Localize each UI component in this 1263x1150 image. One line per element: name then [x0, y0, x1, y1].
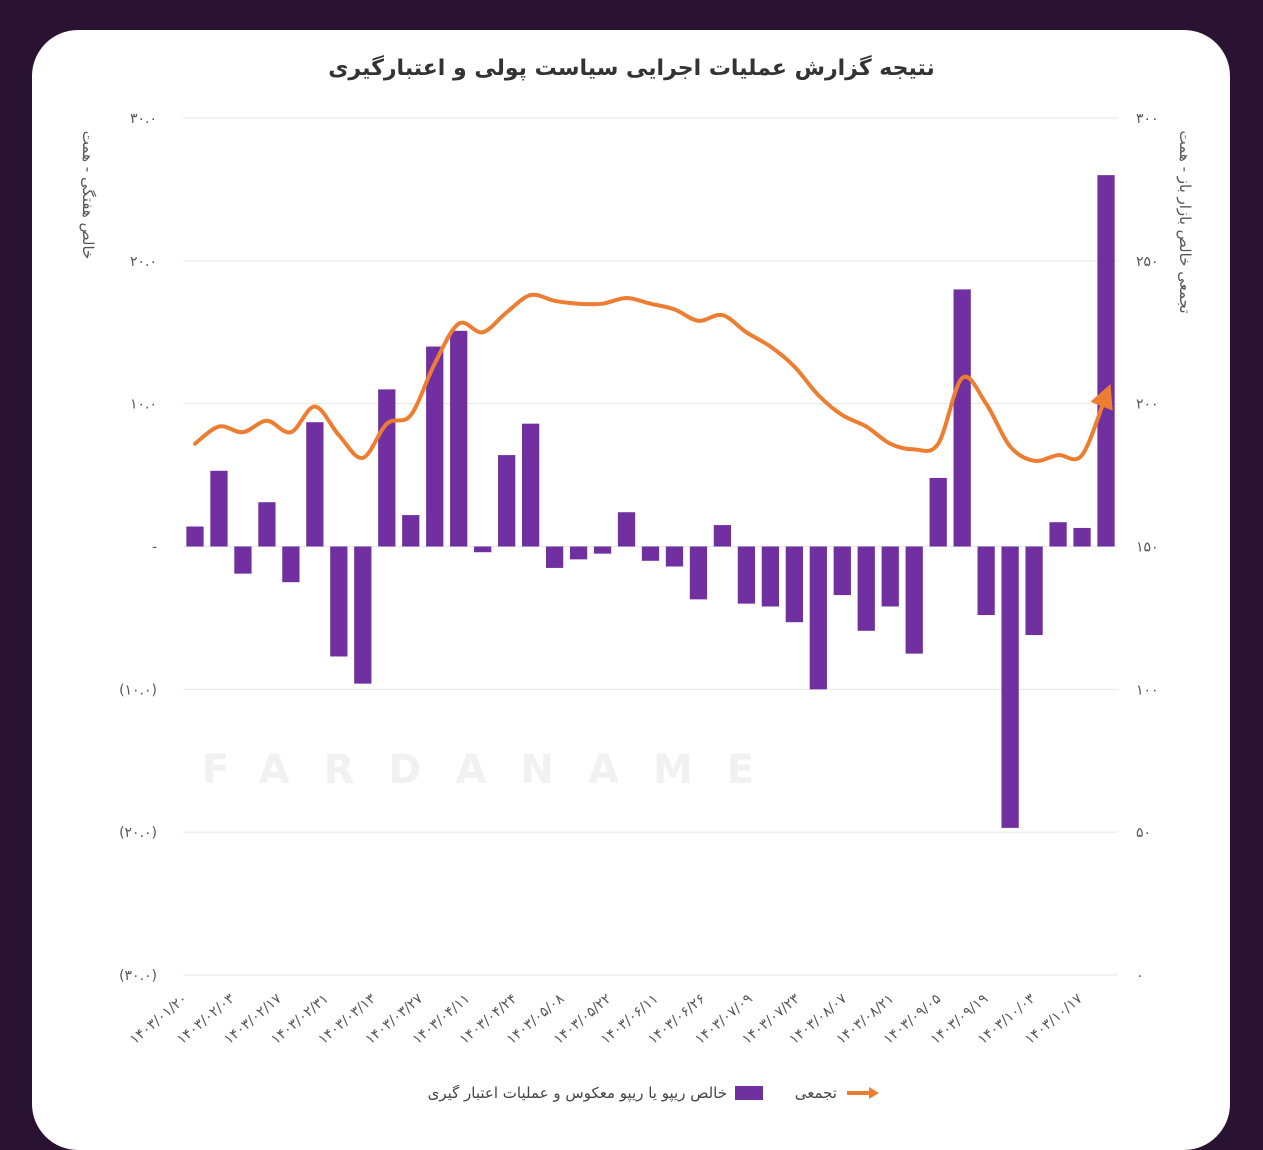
right-axis-title: تجمعی خالص بازار باز - همت [1176, 130, 1194, 313]
left-axis-title: خالص هفتگی - همت [79, 131, 97, 260]
bar [689, 546, 708, 600]
legend-item-cumulative: تجمعی [795, 1084, 881, 1102]
right-tick-label: ۵۰ [1136, 825, 1151, 841]
bar [258, 502, 276, 547]
bar [737, 546, 756, 604]
bar [330, 546, 348, 657]
bar [186, 526, 204, 547]
bar [1049, 522, 1067, 547]
bar [617, 512, 636, 547]
right-axis: ۳۰۰ ۲۵۰ ۲۰۰ ۱۵۰ ۱۰۰ ۵۰ ۰ [1136, 111, 1159, 984]
left-tick-label: (۱۰.۰) [119, 682, 157, 698]
bar [833, 546, 851, 596]
left-axis: ۳۰.۰ ۲۰.۰ ۱۰.۰ - (۱۰.۰) (۲۰.۰) (۳۰.۰) [119, 111, 157, 984]
bar [474, 546, 492, 553]
bar [498, 455, 516, 547]
x-axis: ۱۴۰۳/۰۱/۲۰۱۴۰۳/۰۲/۰۳۱۴۰۳/۰۲/۱۷۱۴۰۳/۰۲/۳۱… [127, 991, 1086, 1048]
orange-arrow-icon [847, 1087, 879, 1099]
left-tick-label: (۲۰.۰) [119, 825, 157, 841]
line-series [193, 292, 1113, 463]
bar [809, 546, 827, 690]
bar [426, 346, 444, 547]
bar [210, 470, 228, 547]
bar [545, 546, 564, 568]
bar [1097, 175, 1115, 547]
bar [569, 546, 588, 560]
bar [1001, 546, 1019, 828]
bar-series [186, 175, 1115, 828]
bar [450, 330, 468, 547]
right-tick-label: ۱۰۰ [1136, 682, 1159, 698]
right-tick-label: ۳۰۰ [1136, 111, 1159, 127]
bar [713, 525, 732, 547]
bar [977, 546, 995, 616]
bar [593, 546, 612, 554]
bar [306, 422, 324, 547]
bar [641, 546, 660, 561]
left-tick-label: ۳۰.۰ [130, 111, 157, 127]
left-tick-label: ۱۰.۰ [130, 397, 157, 413]
bar [761, 546, 780, 607]
legend-label-cumulative: تجمعی [794, 1084, 837, 1102]
bar [1025, 546, 1043, 636]
bar [665, 546, 684, 567]
left-tick-label: - [152, 540, 157, 556]
left-tick-label: (۳۰.۰) [119, 968, 157, 984]
right-tick-label: ۰ [1136, 968, 1144, 984]
bar [881, 546, 899, 607]
bar [521, 423, 540, 547]
right-tick-label: ۲۵۰ [1136, 254, 1159, 270]
bar [1073, 527, 1091, 547]
bar [354, 546, 372, 684]
bar [378, 389, 396, 547]
bar [402, 515, 420, 547]
watermark: FARDANAME [202, 747, 788, 793]
bar [234, 546, 252, 574]
bar [857, 546, 875, 631]
bar [785, 546, 803, 623]
legend-label-weekly: خالص ریپو یا ریپو معکوس و عملیات اعتبار … [427, 1084, 727, 1102]
chart-title: نتیجه گزارش عملیات اجرایی سیاست پولی و ا… [328, 56, 935, 81]
right-tick-label: ۱۵۰ [1136, 540, 1159, 556]
bar [282, 546, 300, 583]
legend: تجمعی خالص ریپو یا ریپو معکوس و عملیات ا… [0, 1084, 1263, 1110]
bar [929, 477, 947, 547]
bar [953, 289, 971, 547]
bar [905, 546, 923, 654]
right-tick-label: ۲۰۰ [1136, 397, 1159, 413]
legend-item-weekly: خالص ریپو یا ریپو معکوس و عملیات اعتبار … [428, 1084, 763, 1102]
purple-swatch-icon [735, 1086, 763, 1100]
left-tick-label: ۲۰.۰ [130, 254, 157, 270]
